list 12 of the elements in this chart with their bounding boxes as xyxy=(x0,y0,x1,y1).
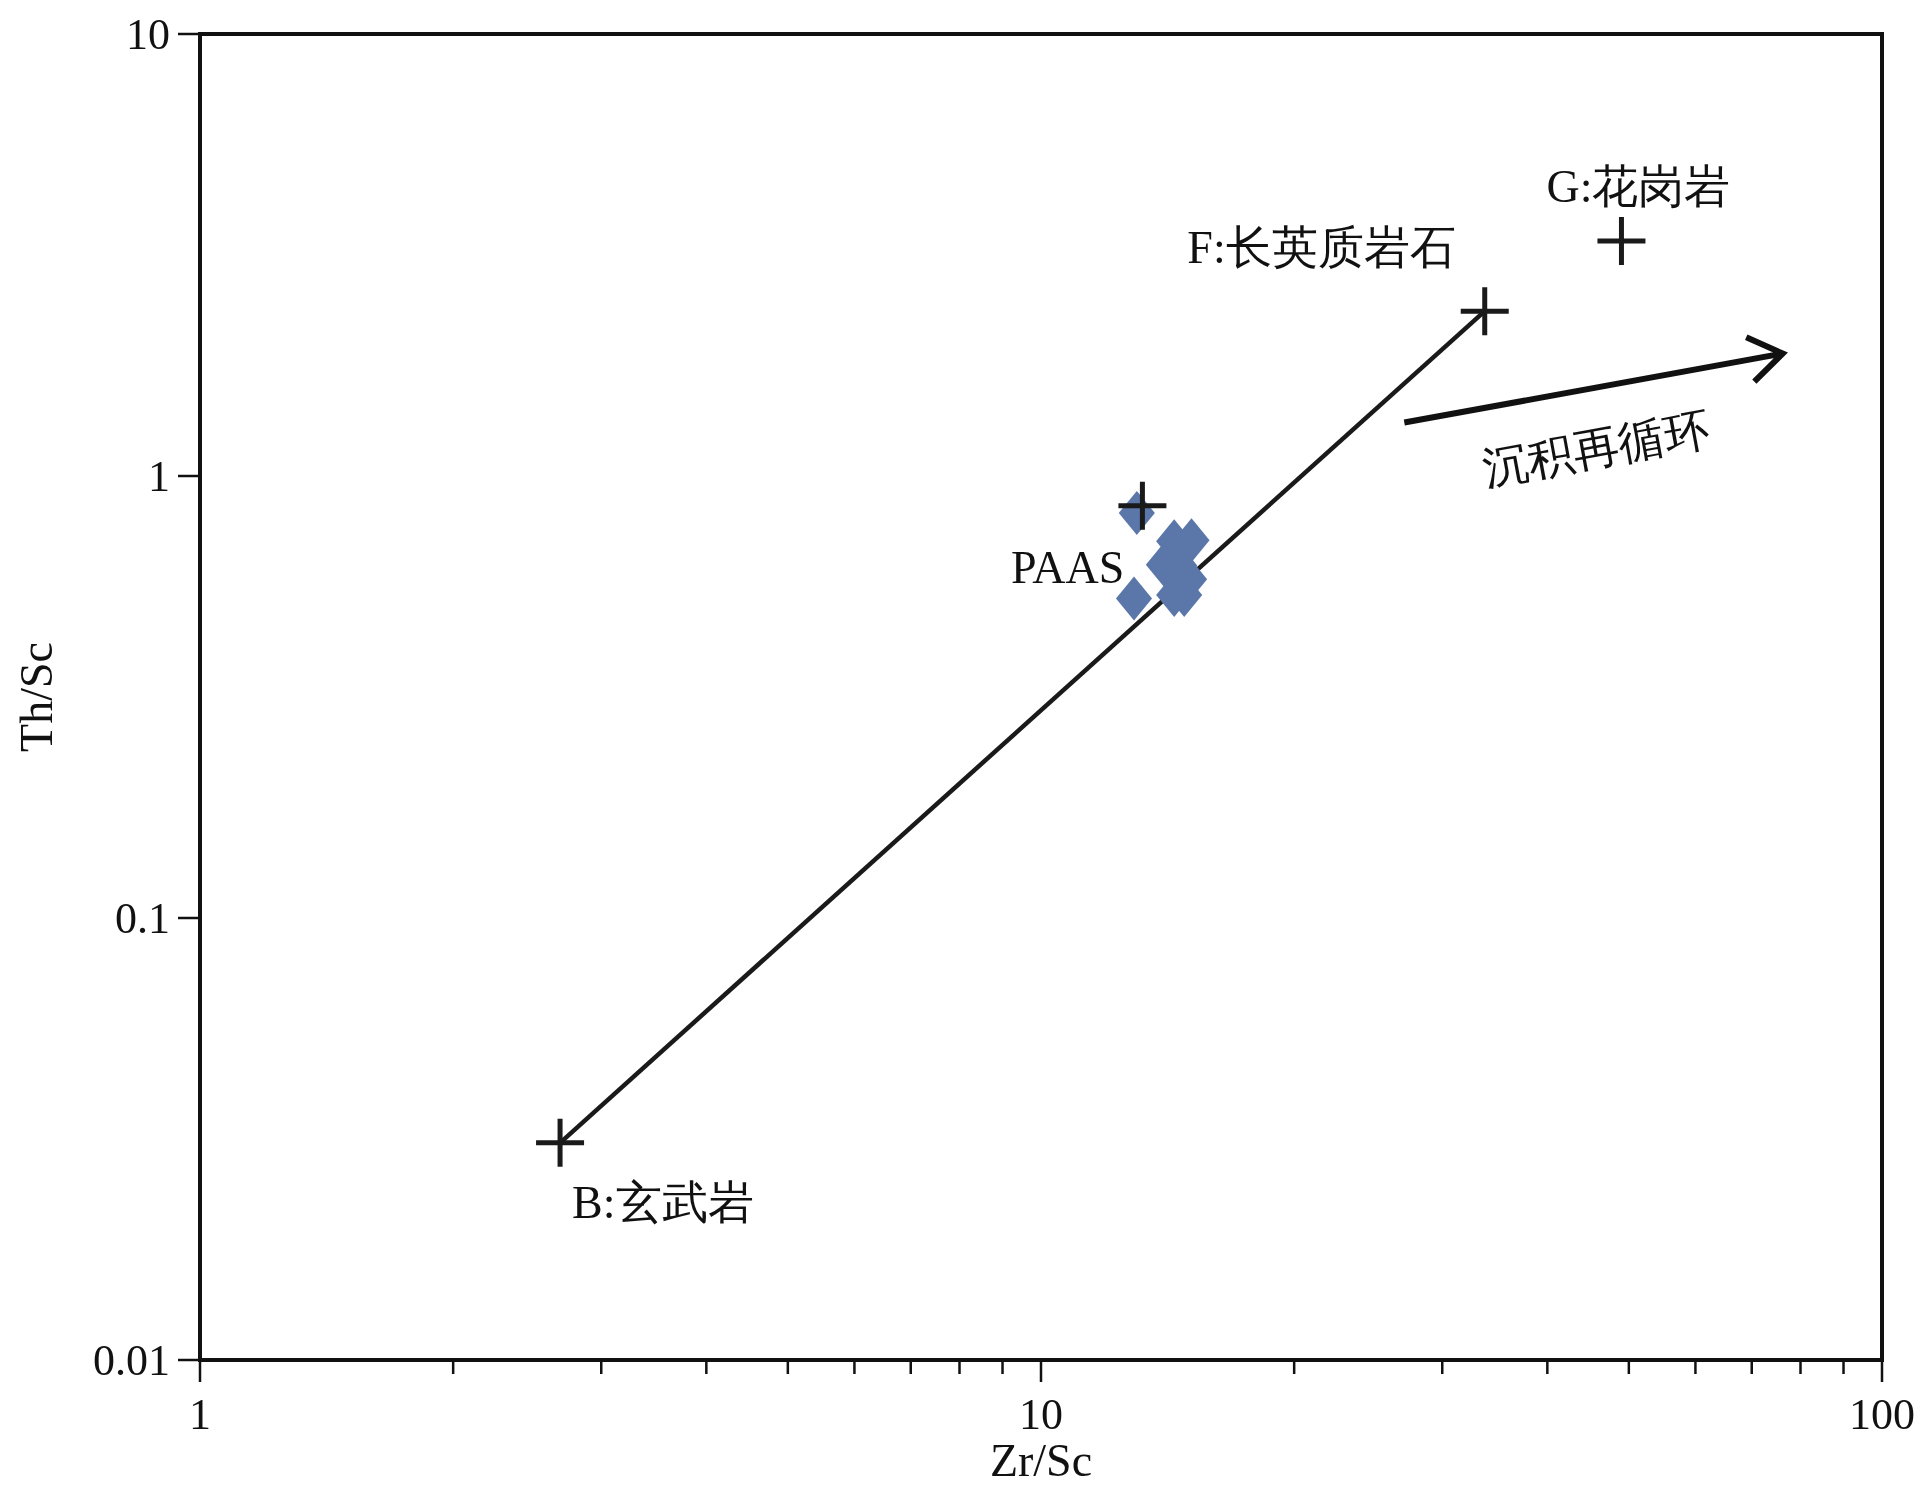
y-tick-label: 10 xyxy=(126,10,170,59)
annotation: G:花岗岩 xyxy=(1546,161,1731,213)
annotation: F:长英质岩石 xyxy=(1187,222,1456,274)
y-axis-title: Th/Sc xyxy=(11,642,62,752)
y-tick-label: 0.1 xyxy=(115,894,170,943)
annotation: 沉积再循环 xyxy=(1478,403,1714,495)
annotation: PAAS xyxy=(1011,541,1125,593)
y-tick-label: 0.01 xyxy=(93,1336,170,1385)
x-tick-label: 1 xyxy=(189,1389,211,1439)
y-tick-label: 1 xyxy=(148,452,170,501)
annotation: B:玄武岩 xyxy=(572,1176,754,1228)
x-tick-label: 100 xyxy=(1849,1389,1915,1439)
